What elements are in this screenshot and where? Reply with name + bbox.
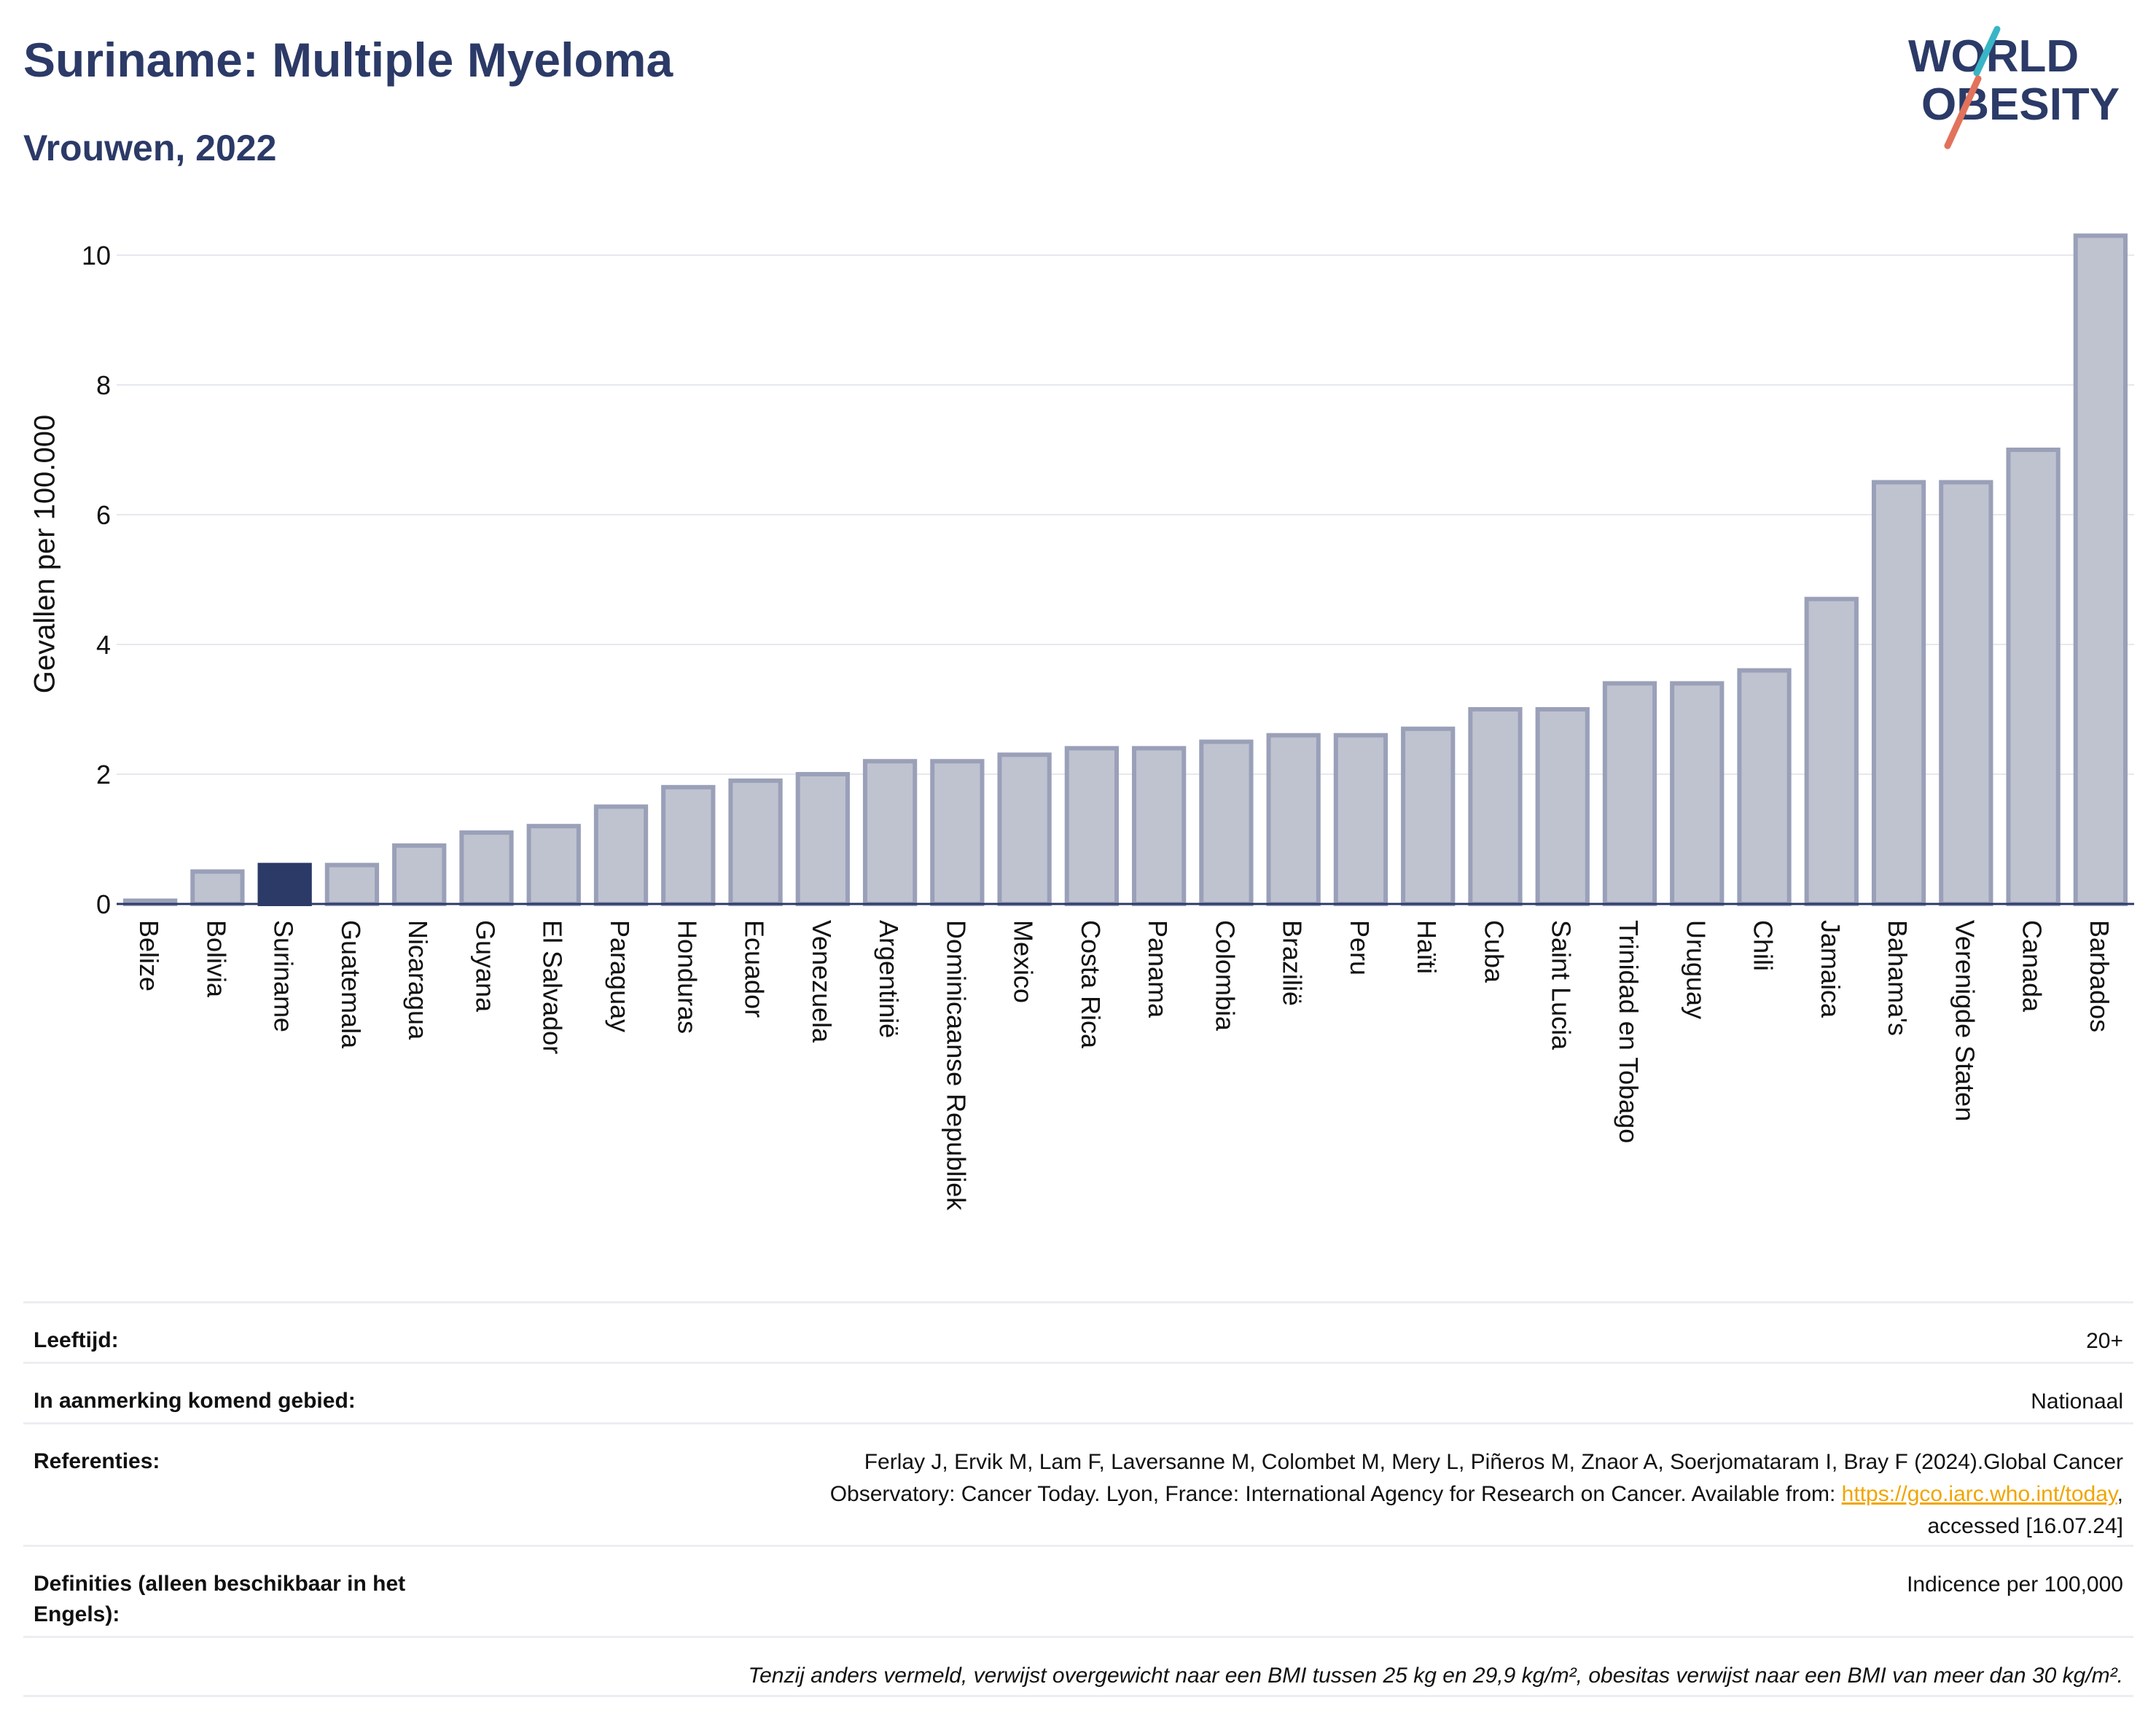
bar-mexico [997, 752, 1052, 907]
logo-slash-teal [1973, 26, 2001, 77]
x-tick-label: Guyana [470, 920, 500, 1013]
x-tick-label: Mexico [1009, 920, 1039, 1003]
info-row-region: In aanmerking komend gebied: Nationaal [23, 1362, 2133, 1422]
reference-link[interactable]: https://gco.iarc.who.int/today [1841, 1482, 2117, 1506]
info-row-age: Leeftijd: 20+ [23, 1301, 2133, 1362]
reference-line2: Observatory: Cancer Today. Lyon, France:… [830, 1478, 2123, 1510]
chart-subtitle: Vrouwen, 2022 [23, 128, 277, 168]
y-tick-label: 4 [96, 630, 111, 660]
definitions-value: Indicence per 100,000 [1907, 1572, 2123, 1596]
bar-panama [1131, 746, 1187, 907]
reference-line3: accessed [16.07.24] [1927, 1514, 2123, 1538]
reference-line1: Ferlay J, Ervik M, Lam F, Laversanne M, … [864, 1450, 2123, 1474]
x-tick-label: Paraguay [605, 920, 635, 1032]
chart-title: Suriname: Multiple Myeloma [23, 33, 673, 87]
y-tick-label: 2 [96, 760, 111, 789]
x-tick-label: Bolivia [201, 920, 231, 998]
info-table: Leeftijd: 20+ In aanmerking komend gebie… [23, 1301, 2133, 1697]
info-row-definitions: Definities (alleen beschikbaar in het En… [23, 1545, 2133, 1636]
x-tick-label: Haïti [1412, 920, 1442, 974]
y-tick-label: 6 [96, 500, 111, 530]
x-tick-label: El Salvador [538, 920, 568, 1054]
bar-saint-lucia [1535, 707, 1590, 906]
x-tick-label: Panama [1143, 920, 1173, 1018]
bar-peru [1333, 733, 1388, 906]
reference-line2-text: Observatory: Cancer Today. Lyon, France:… [829, 1482, 1842, 1506]
x-tick-label: Trinidad en Tobago [1614, 920, 1644, 1143]
x-tick-label: Guatemala [336, 920, 366, 1049]
x-tick-label: Chili [1749, 920, 1778, 971]
bar-el-salvador [526, 824, 581, 906]
bar-honduras [661, 784, 716, 907]
bar-nicaragua [392, 843, 447, 907]
x-tick-label: Cuba [1479, 920, 1509, 983]
region-label: In aanmerking komend gebied: [34, 1389, 356, 1413]
references-value: Ferlay J, Ervik M, Lam F, Laversanne M, … [830, 1446, 2123, 1543]
x-tick-label: Honduras [672, 920, 702, 1034]
footnote: Tenzij anders vermeld, verwijst overgewi… [748, 1664, 2123, 1688]
definitions-label: Definities (alleen beschikbaar in het En… [34, 1572, 406, 1626]
x-tick-label: Costa Rica [1076, 920, 1106, 1049]
x-tick-label: Ecuador [740, 920, 770, 1018]
logo-line2: OBESITY [1921, 79, 2120, 130]
x-tick-label: Venezuela [807, 920, 837, 1043]
bar-colombia [1199, 739, 1254, 906]
x-tick-label: Saint Lucia [1547, 920, 1577, 1050]
x-tick-label: Bahama's [1883, 920, 1913, 1036]
y-tick-label: 8 [96, 370, 111, 400]
info-row-references: Referenties: Ferlay J, Ervik M, Lam F, L… [23, 1422, 2133, 1545]
bar-brazili- [1266, 733, 1321, 906]
bar-barbados [2073, 233, 2128, 906]
x-tick-label: Canada [2018, 920, 2047, 1013]
x-tick-label: Barbados [2085, 920, 2114, 1032]
x-tick-label: Uruguay [1681, 920, 1711, 1019]
bar-uruguay [1670, 681, 1725, 907]
bar-chart: 0 2 4 6 8 10 Belize Bolivia Suriname Guatemala Ni… [82, 233, 2134, 1211]
bar-dominicaanse-republiek [930, 759, 985, 906]
age-label: Leeftijd: [34, 1328, 119, 1352]
y-tick-label: 10 [82, 241, 111, 270]
logo-slash-coral [1944, 75, 1982, 149]
bar-guyana [459, 830, 514, 906]
x-tick-label: Jamaica [1816, 920, 1846, 1018]
x-tick-label: Suriname [269, 920, 299, 1032]
x-tick-label: Nicaragua [403, 920, 433, 1040]
x-tick-label: Peru [1345, 920, 1375, 975]
gridlines [117, 254, 2134, 775]
x-axis-labels: Belize Bolivia Suriname Guatemala Nicaragua G… [134, 920, 2114, 1211]
bar-cuba [1468, 707, 1523, 906]
info-row-note: Tenzij anders vermeld, verwijst overgewi… [23, 1636, 2133, 1697]
bar-bolivia [190, 869, 245, 906]
bar-guatemala [324, 862, 380, 906]
bar-costa-rica [1064, 746, 1120, 907]
x-tick-label: Dominicaanse Republiek [941, 920, 971, 1211]
bar-canada [2006, 448, 2061, 906]
bar-jamaica [1804, 596, 1859, 906]
x-tick-label: Verenigde Staten [1950, 920, 1980, 1121]
bars [122, 233, 2128, 907]
y-tick-label: 0 [96, 889, 111, 919]
age-value: 20+ [2086, 1329, 2123, 1353]
region-value: Nationaal [2031, 1389, 2123, 1414]
bar-suriname [257, 862, 312, 906]
bar-paraguay [593, 804, 649, 906]
world-obesity-logo: WORLD OBESITY [1908, 26, 2120, 149]
bar-venezuela [795, 772, 850, 906]
reference-comma: , [2117, 1482, 2123, 1506]
bar-ecuador [728, 778, 783, 907]
x-tick-label: Colombia [1210, 920, 1240, 1032]
x-tick-label: Belize [134, 920, 164, 991]
bar-bahama-s [1871, 480, 1926, 906]
bar-trinidad-en-tobago [1602, 681, 1657, 907]
bar-verenigde-staten [1939, 480, 1993, 906]
x-tick-label: Brazilië [1278, 920, 1308, 1006]
x-tick-label: Argentinië [874, 920, 904, 1038]
bar-argentini- [862, 759, 918, 906]
bar-chili [1737, 668, 1792, 906]
y-axis-ticks: 0 2 4 6 8 10 [82, 241, 111, 919]
bar-ha-ti [1401, 726, 1456, 907]
references-label: Referenties: [34, 1449, 160, 1473]
y-axis-label: Gevallen per 100.000 [28, 414, 61, 694]
